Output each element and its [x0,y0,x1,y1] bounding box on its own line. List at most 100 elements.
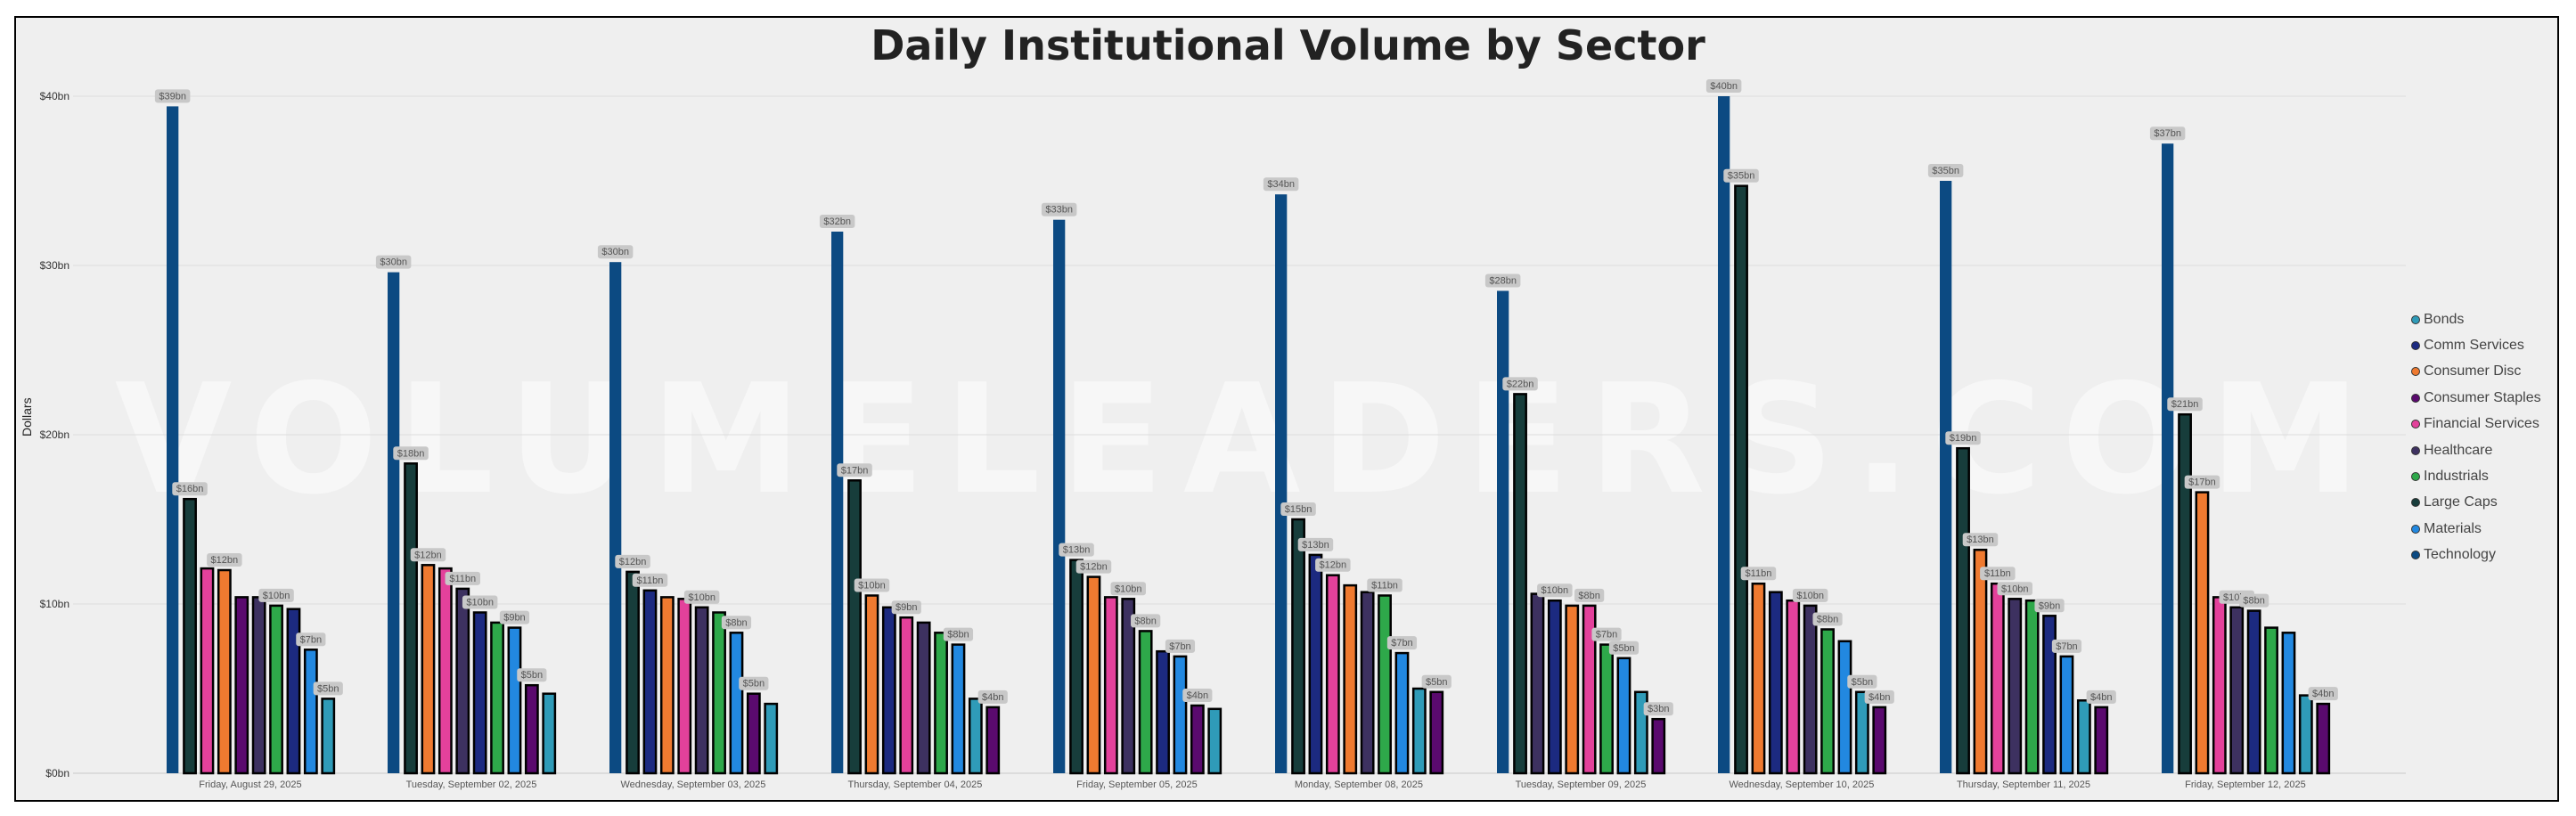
data-label: $18bn [397,448,425,459]
data-label: $5bn [743,679,765,690]
bar-consumer-staples [1872,706,1887,775]
bar-consumer-disc [1973,548,1988,775]
y-tick-label: $0bn [45,767,70,779]
bar-financial-services [1103,596,1118,775]
bar-consumer-staples [746,692,761,775]
legend-item[interactable]: Consumer Staples [2411,385,2541,411]
bar-consumer-staples [2316,702,2331,775]
bar-healthcare [1530,592,1545,775]
data-label: $5bn [1426,677,1447,688]
bar-materials [303,649,318,775]
bar-large-caps [1956,446,1970,775]
legend-item[interactable]: Comm Services [2411,332,2541,358]
bar-consumer-staples [234,596,249,775]
data-label-bg [1280,502,1316,516]
data-label-bg [1421,674,1452,689]
legend-item[interactable]: Healthcare [2411,437,2541,463]
x-category-label: Monday, September 08, 2025 [1295,779,1423,790]
data-label: $11bn [1371,581,1398,592]
data-label-bg [1847,674,1877,689]
bar-materials [2281,632,2296,775]
data-label: $7bn [1596,630,1617,641]
data-label: $10bn [263,591,290,601]
data-label-bg [410,548,446,562]
bar-healthcare [1360,591,1375,775]
data-label: $11bn [449,574,476,584]
legend-item[interactable]: Consumer Disc [2411,359,2541,385]
data-label-bg [2149,126,2186,141]
data-label-bg [1591,627,1622,641]
bar-financial-services [677,598,692,775]
data-label-bg [517,668,547,682]
legend-item[interactable]: Large Caps [2411,490,2541,516]
y-tick-label: $10bn [40,598,70,610]
data-label: $13bn [1967,534,1994,545]
data-label: $7bn [2056,641,2077,652]
bar-healthcare [916,621,931,775]
bar-industrials [2024,599,2040,775]
legend: Bonds Comm Services Consumer Disc Consumer … [2411,306,2541,568]
data-label: $17bn [841,465,869,476]
data-label-bg [1643,702,1673,716]
legend-item[interactable]: Materials [2411,516,2541,542]
data-label-bg [683,590,720,604]
bar-consumer-disc [864,594,879,775]
data-label: $30bn [380,257,407,268]
bar-large-caps [2178,412,2192,775]
data-label: $5bn [521,670,543,681]
data-label: $12bn [1080,562,1108,573]
y-tick-label: $20bn [40,428,70,441]
data-label-bg [2034,599,2065,613]
bar-healthcare [1803,604,1818,775]
bar-healthcare [2008,598,2023,775]
legend-item[interactable]: Technology [2411,543,2541,568]
bar-consumer-disc [1565,604,1580,775]
x-category-label: Friday, August 29, 2025 [199,779,301,790]
bar-consumer-disc [421,564,436,775]
bar-technology [167,106,179,773]
bar-financial-services [1582,604,1597,775]
data-label-bg [1502,377,1538,391]
data-label: $8bn [1817,615,1838,625]
data-label-bg [1297,537,1334,551]
data-label-bg [632,573,668,587]
legend-item[interactable]: Financial Services [2411,412,2541,437]
legend-label: Industrials [2424,469,2489,485]
bar-industrials [490,621,504,775]
legend-item[interactable]: Bonds [2411,306,2541,332]
bar-healthcare [1121,598,1136,775]
y-tick-label: $40bn [40,90,70,102]
bar-large-caps [847,479,862,775]
data-label: $30bn [601,247,629,257]
data-label-bg [1131,614,1161,628]
bar-large-caps [1069,559,1084,775]
legend-swatch [2411,367,2420,377]
data-label: $5bn [1613,643,1634,654]
bar-financial-services [1325,574,1340,775]
data-label: $5bn [317,683,339,694]
bar-consumer-staples [524,683,539,775]
x-category-label: Wednesday, September 03, 2025 [621,779,766,790]
legend-label: Financial Services [2424,416,2539,432]
data-label: $10bn [1796,591,1824,601]
bar-financial-services [1990,582,2005,775]
bar-bonds [764,702,779,775]
data-label-bg [1041,202,1077,216]
bar-consumer-disc [1086,575,1101,775]
data-label: $17bn [2188,477,2216,488]
legend-swatch [2411,341,2420,351]
data-label: $12bn [619,557,647,567]
bar-consumer-staples [2094,706,2109,775]
data-label: $3bn [1648,704,1669,714]
bar-financial-services [438,567,453,775]
data-label: $9bn [2039,600,2060,611]
bar-materials [1616,657,1631,775]
bar-comm-services [286,608,301,775]
bar-comm-services [472,611,487,775]
data-label: $4bn [982,692,1003,703]
data-label-bg [1980,567,2016,581]
bar-financial-services [200,567,215,775]
watermark: VOLUMELEADERS.COM [114,352,2381,528]
data-label-bg [2167,397,2203,412]
legend-item[interactable]: Industrials [2411,463,2541,489]
